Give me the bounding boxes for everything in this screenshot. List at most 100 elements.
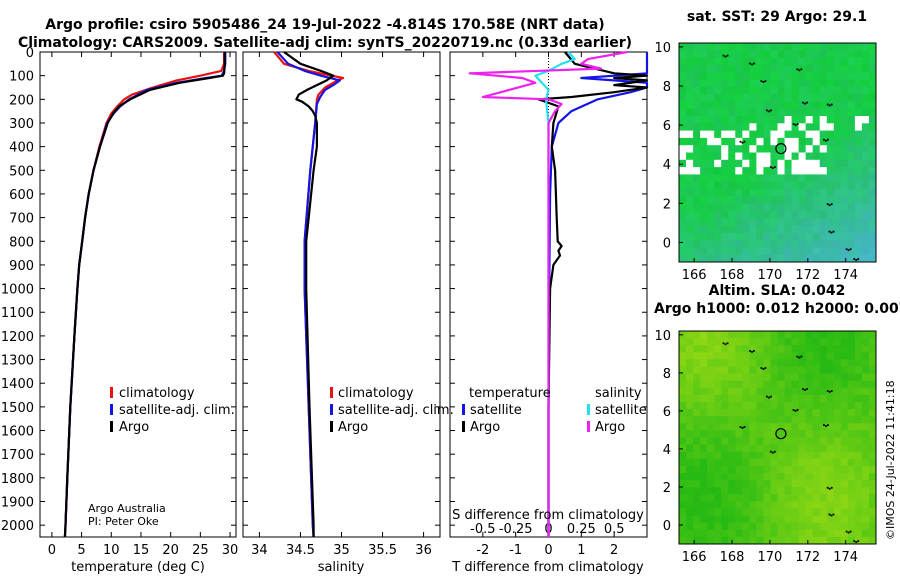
map-cell xyxy=(693,240,701,248)
map-cell xyxy=(798,487,807,495)
map-cell xyxy=(777,345,785,353)
map-cell xyxy=(854,487,863,495)
map-cell xyxy=(826,225,835,234)
map-cell xyxy=(679,218,687,226)
map-cell xyxy=(819,123,828,131)
y-tick-label: 1500 xyxy=(1,401,34,416)
series-t-satellite-line xyxy=(547,52,649,537)
map-cell xyxy=(777,145,785,153)
map-cell xyxy=(805,94,814,102)
map-cell xyxy=(812,218,821,226)
x-tick-label: 15 xyxy=(133,543,150,558)
series-argo-line xyxy=(283,51,335,537)
map-cell xyxy=(847,79,856,88)
map-cell xyxy=(763,352,771,360)
map-cell xyxy=(812,225,821,234)
map-cell xyxy=(770,359,778,367)
map-cell xyxy=(714,473,722,481)
map-cell xyxy=(791,501,800,509)
map-cell xyxy=(763,380,771,389)
map-cell xyxy=(868,423,877,431)
map-cell xyxy=(679,338,687,346)
map-cell xyxy=(819,232,828,241)
map-cell xyxy=(861,203,870,212)
map-cell xyxy=(714,167,722,175)
salinity-legend: climatology satellite-adj. clim. Argo xyxy=(330,386,454,435)
map-cell xyxy=(868,515,877,524)
map-cell xyxy=(833,416,842,424)
map-cell xyxy=(784,50,792,58)
map-cell xyxy=(854,515,863,524)
map-cell xyxy=(728,101,736,110)
map-cell xyxy=(770,50,778,58)
x-tick-label: 166 xyxy=(682,268,707,283)
map-cell xyxy=(700,522,708,531)
map-cell xyxy=(735,394,743,403)
map-cell xyxy=(742,167,750,175)
map-cell xyxy=(700,72,708,80)
map-cell xyxy=(749,240,757,248)
map-cell xyxy=(805,444,814,453)
map-cell xyxy=(693,167,701,175)
island-mark xyxy=(770,109,772,112)
map-cell xyxy=(735,167,743,175)
map-cell xyxy=(742,116,750,124)
x-tick-label: 174 xyxy=(833,550,858,565)
map-cell xyxy=(756,387,764,396)
map-cell xyxy=(728,423,736,431)
map-cell xyxy=(826,402,835,410)
map-cell xyxy=(861,444,870,453)
map-cell xyxy=(686,240,694,248)
map-cell xyxy=(812,487,821,495)
map-cell xyxy=(728,210,736,219)
island-mark xyxy=(855,541,858,543)
map-cell xyxy=(707,94,715,102)
map-cell xyxy=(847,373,856,382)
map-cell xyxy=(679,529,687,538)
legend-climatology-swatch xyxy=(110,387,113,398)
sst-map-frame xyxy=(678,42,877,263)
map-cell xyxy=(763,473,771,481)
map-cell xyxy=(763,345,771,353)
map-cell xyxy=(861,218,870,226)
map-cell xyxy=(679,145,687,153)
map-cell xyxy=(791,480,800,488)
map-cell xyxy=(861,86,870,95)
map-cell xyxy=(679,167,687,175)
island-mark xyxy=(849,248,852,251)
map-cell xyxy=(721,108,729,117)
map-cell xyxy=(868,508,877,516)
legend-t-satellite-label: satellite xyxy=(470,403,522,418)
map-cell xyxy=(714,380,722,389)
map-cell xyxy=(840,331,849,339)
map-cell xyxy=(840,247,849,256)
map-cell xyxy=(791,72,800,80)
map-cell xyxy=(756,458,764,467)
map-cell xyxy=(826,43,835,51)
map-cell xyxy=(693,152,701,161)
map-cell xyxy=(693,247,701,256)
map-cell xyxy=(707,366,715,374)
map-cell xyxy=(728,94,736,102)
map-cell xyxy=(861,522,870,531)
map-cell xyxy=(784,232,792,241)
island-mark xyxy=(796,409,799,411)
map-cell xyxy=(756,137,764,146)
map-cell xyxy=(770,218,778,226)
map-cell xyxy=(707,458,715,467)
legend-s-argo-swatch xyxy=(587,421,590,432)
map-cell xyxy=(840,159,849,168)
map-cell xyxy=(721,409,729,417)
map-cell xyxy=(826,380,835,389)
map-cell xyxy=(805,101,814,110)
x-tick-label: 168 xyxy=(720,268,745,283)
map-cell xyxy=(812,529,821,538)
map-cell xyxy=(791,515,800,524)
map-cell xyxy=(700,50,708,58)
map-cell xyxy=(714,159,722,168)
map-cell xyxy=(854,338,863,346)
map-cell xyxy=(861,430,870,438)
map-cell xyxy=(833,338,842,346)
x-tick-label: 36 xyxy=(415,543,432,558)
x-tick-label: 25 xyxy=(192,543,209,558)
